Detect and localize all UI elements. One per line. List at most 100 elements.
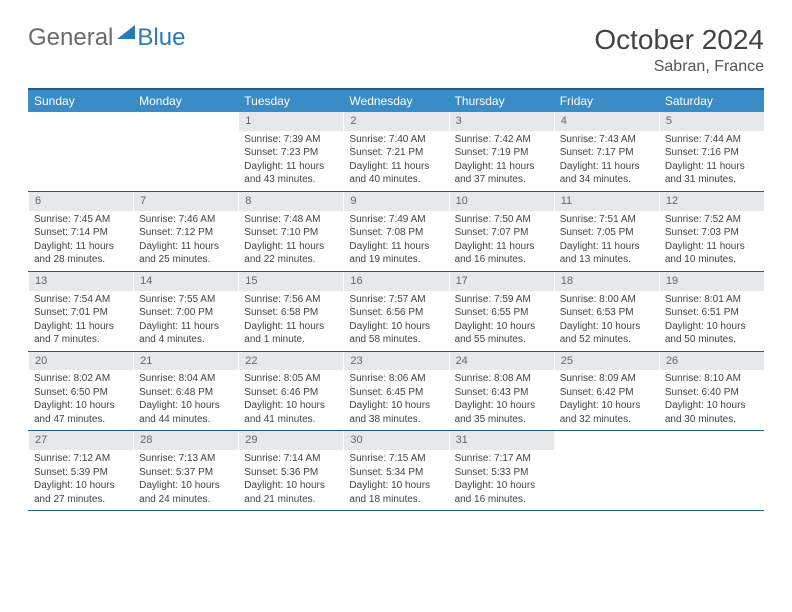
sunset-line: Sunset: 6:48 PM (139, 386, 232, 400)
sunrise-line: Sunrise: 8:00 AM (560, 293, 653, 307)
sail-icon (117, 25, 135, 39)
day-number: 21 (133, 352, 238, 371)
cell-body: Sunrise: 7:57 AMSunset: 6:56 PMDaylight:… (343, 291, 448, 351)
sunrise-line: Sunrise: 7:13 AM (139, 452, 232, 466)
week-row: 6Sunrise: 7:45 AMSunset: 7:14 PMDaylight… (28, 192, 764, 272)
calendar-cell: 24Sunrise: 8:08 AMSunset: 6:43 PMDayligh… (449, 352, 554, 431)
daylight-line: Daylight: 10 hours and 30 minutes. (665, 399, 758, 426)
calendar-cell: 16Sunrise: 7:57 AMSunset: 6:56 PMDayligh… (343, 272, 448, 351)
calendar-cell: 15Sunrise: 7:56 AMSunset: 6:58 PMDayligh… (238, 272, 343, 351)
daylight-line: Daylight: 10 hours and 50 minutes. (665, 320, 758, 347)
cell-body: Sunrise: 8:04 AMSunset: 6:48 PMDaylight:… (133, 370, 238, 430)
sunrise-line: Sunrise: 7:40 AM (349, 133, 442, 147)
calendar-cell: 4Sunrise: 7:43 AMSunset: 7:17 PMDaylight… (554, 112, 659, 191)
sunset-line: Sunset: 7:03 PM (665, 226, 758, 240)
sunrise-line: Sunrise: 7:39 AM (244, 133, 337, 147)
day-number: 19 (659, 272, 764, 291)
sunrise-line: Sunrise: 7:57 AM (349, 293, 442, 307)
day-header-cell: Tuesday (238, 90, 343, 112)
sunset-line: Sunset: 7:19 PM (455, 146, 548, 160)
day-number: 30 (343, 431, 448, 450)
sunset-line: Sunset: 6:50 PM (34, 386, 127, 400)
calendar-cell: 11Sunrise: 7:51 AMSunset: 7:05 PMDayligh… (554, 192, 659, 271)
sunrise-line: Sunrise: 7:54 AM (34, 293, 127, 307)
sunrise-line: Sunrise: 7:42 AM (455, 133, 548, 147)
day-number: 7 (133, 192, 238, 211)
sunset-line: Sunset: 7:10 PM (244, 226, 337, 240)
sunset-line: Sunset: 5:37 PM (139, 466, 232, 480)
sunrise-line: Sunrise: 8:01 AM (665, 293, 758, 307)
daylight-line: Daylight: 11 hours and 4 minutes. (139, 320, 232, 347)
daylight-line: Daylight: 10 hours and 55 minutes. (455, 320, 548, 347)
day-number: 2 (343, 112, 448, 131)
cell-body: Sunrise: 8:05 AMSunset: 6:46 PMDaylight:… (238, 370, 343, 430)
calendar-cell: 5Sunrise: 7:44 AMSunset: 7:16 PMDaylight… (659, 112, 764, 191)
sunrise-line: Sunrise: 7:44 AM (665, 133, 758, 147)
sunset-line: Sunset: 6:45 PM (349, 386, 442, 400)
sunrise-line: Sunrise: 7:15 AM (349, 452, 442, 466)
calendar-cell: 25Sunrise: 8:09 AMSunset: 6:42 PMDayligh… (554, 352, 659, 431)
cell-body: Sunrise: 8:02 AMSunset: 6:50 PMDaylight:… (28, 370, 133, 430)
day-header-cell: Saturday (659, 90, 764, 112)
sunrise-line: Sunrise: 7:14 AM (244, 452, 337, 466)
week-row: 13Sunrise: 7:54 AMSunset: 7:01 PMDayligh… (28, 272, 764, 352)
cell-body: Sunrise: 7:59 AMSunset: 6:55 PMDaylight:… (449, 291, 554, 351)
day-header-cell: Wednesday (343, 90, 448, 112)
sunset-line: Sunset: 5:36 PM (244, 466, 337, 480)
day-number: 9 (343, 192, 448, 211)
daylight-line: Daylight: 11 hours and 1 minute. (244, 320, 337, 347)
day-header-cell: Sunday (28, 90, 133, 112)
calendar-cell: 3Sunrise: 7:42 AMSunset: 7:19 PMDaylight… (449, 112, 554, 191)
day-number: 20 (28, 352, 133, 371)
calendar-cell: 7Sunrise: 7:46 AMSunset: 7:12 PMDaylight… (133, 192, 238, 271)
cell-body: Sunrise: 7:44 AMSunset: 7:16 PMDaylight:… (659, 131, 764, 191)
daylight-line: Daylight: 10 hours and 21 minutes. (244, 479, 337, 506)
cell-body: Sunrise: 8:01 AMSunset: 6:51 PMDaylight:… (659, 291, 764, 351)
calendar-cell: 26Sunrise: 8:10 AMSunset: 6:40 PMDayligh… (659, 352, 764, 431)
logo-text-blue: Blue (137, 24, 185, 52)
calendar-cell: 18Sunrise: 8:00 AMSunset: 6:53 PMDayligh… (554, 272, 659, 351)
sunset-line: Sunset: 5:34 PM (349, 466, 442, 480)
calendar-cell: 2Sunrise: 7:40 AMSunset: 7:21 PMDaylight… (343, 112, 448, 191)
cell-body: Sunrise: 7:49 AMSunset: 7:08 PMDaylight:… (343, 211, 448, 271)
sunset-line: Sunset: 6:46 PM (244, 386, 337, 400)
calendar-cell: 12Sunrise: 7:52 AMSunset: 7:03 PMDayligh… (659, 192, 764, 271)
calendar-cell: . (133, 112, 238, 191)
calendar-cell: 13Sunrise: 7:54 AMSunset: 7:01 PMDayligh… (28, 272, 133, 351)
day-number: 29 (238, 431, 343, 450)
day-number: 22 (238, 352, 343, 371)
daylight-line: Daylight: 11 hours and 34 minutes. (560, 160, 653, 187)
sunset-line: Sunset: 6:55 PM (455, 306, 548, 320)
sunset-line: Sunset: 7:01 PM (34, 306, 127, 320)
day-number: 6 (28, 192, 133, 211)
daylight-line: Daylight: 10 hours and 16 minutes. (455, 479, 548, 506)
cell-body: Sunrise: 7:46 AMSunset: 7:12 PMDaylight:… (133, 211, 238, 271)
sunset-line: Sunset: 6:40 PM (665, 386, 758, 400)
sunset-line: Sunset: 7:07 PM (455, 226, 548, 240)
day-number: 10 (449, 192, 554, 211)
sunrise-line: Sunrise: 8:06 AM (349, 372, 442, 386)
sunset-line: Sunset: 7:17 PM (560, 146, 653, 160)
cell-body: Sunrise: 7:17 AMSunset: 5:33 PMDaylight:… (449, 450, 554, 510)
day-number: 31 (449, 431, 554, 450)
sunrise-line: Sunrise: 8:05 AM (244, 372, 337, 386)
sunset-line: Sunset: 6:53 PM (560, 306, 653, 320)
calendar-cell: 30Sunrise: 7:15 AMSunset: 5:34 PMDayligh… (343, 431, 448, 510)
sunset-line: Sunset: 6:58 PM (244, 306, 337, 320)
cell-body: Sunrise: 7:39 AMSunset: 7:23 PMDaylight:… (238, 131, 343, 191)
day-number: 28 (133, 431, 238, 450)
sunset-line: Sunset: 7:14 PM (34, 226, 127, 240)
calendar-cell: 20Sunrise: 8:02 AMSunset: 6:50 PMDayligh… (28, 352, 133, 431)
sunrise-line: Sunrise: 7:17 AM (455, 452, 548, 466)
sunset-line: Sunset: 6:43 PM (455, 386, 548, 400)
week-row: ..1Sunrise: 7:39 AMSunset: 7:23 PMDaylig… (28, 112, 764, 192)
sunset-line: Sunset: 5:39 PM (34, 466, 127, 480)
sunrise-line: Sunrise: 7:50 AM (455, 213, 548, 227)
daylight-line: Daylight: 11 hours and 25 minutes. (139, 240, 232, 267)
calendar-cell: 9Sunrise: 7:49 AMSunset: 7:08 PMDaylight… (343, 192, 448, 271)
daylight-line: Daylight: 11 hours and 31 minutes. (665, 160, 758, 187)
calendar-cell: 23Sunrise: 8:06 AMSunset: 6:45 PMDayligh… (343, 352, 448, 431)
day-header-cell: Friday (554, 90, 659, 112)
daylight-line: Daylight: 11 hours and 19 minutes. (349, 240, 442, 267)
calendar-cell: 28Sunrise: 7:13 AMSunset: 5:37 PMDayligh… (133, 431, 238, 510)
